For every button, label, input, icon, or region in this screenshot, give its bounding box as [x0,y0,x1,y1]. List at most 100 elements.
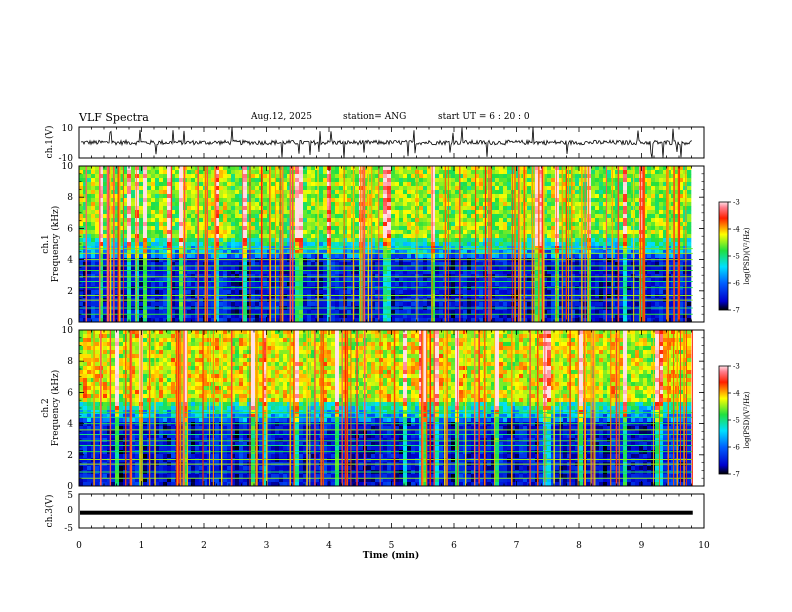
spectrogram-cell [551,218,556,223]
spectrogram-cell [323,302,328,307]
spectrogram-cell [167,250,172,255]
spectrogram-cell [575,186,580,191]
spectrogram-cell [379,246,384,251]
spectrogram-cell [239,246,244,251]
spectrogram-cell [127,254,132,259]
spectrogram-cell [375,310,380,315]
spectrogram-cell [211,254,216,259]
spectrogram-cell [431,246,436,251]
ch1-waveform-panel: 10 -10 ch.1(V) [44,124,705,164]
spectrogram-cell [367,250,372,255]
spectrogram-cell [211,226,216,231]
spectrogram-cell [543,242,548,247]
spectrogram-cell [323,178,328,183]
spectrogram-cell [435,194,440,199]
spectrogram-cell [367,214,372,219]
spectrogram-cell [223,234,228,239]
spectrogram-cell [567,282,572,287]
spectrogram-cell [307,310,312,315]
spectrogram-cell [223,278,228,283]
spectrogram-cell [83,222,88,227]
spectrogram-cell [151,266,156,271]
spectrogram-cell [303,302,308,307]
spectrogram-cell [515,254,520,259]
spectrogram-cell [455,266,460,271]
spectrogram-cell [559,174,564,179]
spectrogram-cell [459,250,464,255]
spectrogram-cell [131,174,136,179]
spectrogram-cell [423,202,428,207]
spectrogram-cell [507,182,512,187]
spectrogram-cell [579,282,584,287]
spectrogram-cell [551,186,556,191]
spectrogram-cell [311,310,316,315]
spectrogram-cell [227,218,232,223]
spectrogram-cell [463,210,468,215]
spectrogram-cell [267,210,272,215]
spectrogram-cell [459,246,464,251]
spectrogram-cell [343,250,348,255]
spectrogram-cell [451,198,456,203]
spectrogram-cell [323,166,328,171]
spectrogram-cell [119,314,124,319]
spectrogram-cell [283,262,288,267]
spectrogram-cell [283,274,288,279]
spectrogram-cell [547,206,552,211]
spectrogram-cell [439,250,444,255]
spectrogram-cell [251,226,256,231]
spectrogram-cell [403,194,408,199]
spectrogram-cell [511,202,516,207]
spectrogram-cell [315,294,320,299]
spectrogram-cell [431,234,436,239]
spectrogram-cell [235,278,240,283]
spectrogram-cell [283,198,288,203]
spectrogram-cell [147,282,152,287]
spectrogram-cell [547,234,552,239]
spectrogram-cell [451,310,456,315]
spectrogram-cell [539,254,544,259]
spectrogram-cell [243,170,248,175]
spectrogram-cell [579,254,584,259]
spectrogram-cell [555,174,560,179]
spectrogram-cell [407,238,412,243]
spectrogram-cell [235,198,240,203]
spectrogram-cell [371,190,376,195]
spectrogram-cell [267,270,272,275]
spectrogram-cell [115,214,120,219]
spectrogram-cell [543,274,548,279]
spectrogram-cell [79,282,84,287]
spectrogram-cell [551,214,556,219]
spectrogram-cell [163,182,168,187]
spectrogram-cell [135,170,140,175]
spectrogram-cell [147,218,152,223]
spectrogram-cell [467,294,472,299]
spectrogram-cell [387,226,392,231]
spectrogram-cell [139,186,144,191]
spectrogram-cell [403,222,408,227]
spectrogram-cell [503,214,508,219]
spectrogram-cell [555,238,560,243]
spectrogram-cell [143,206,148,211]
spectrogram-cell [335,218,340,223]
spectrogram-cell [127,210,132,215]
spectrogram-cell [367,222,372,227]
spectrogram-cell [515,210,520,215]
spectrogram-cell [495,266,500,271]
spectrogram-cell [155,226,160,231]
spectrogram-cell [379,318,384,323]
spectrogram-cell [423,214,428,219]
spectrogram-cell [491,282,496,287]
spectrogram-cell [435,250,440,255]
spectrogram-cell [275,278,280,283]
spectrogram-cell [299,166,304,171]
spectrogram-cell [387,250,392,255]
spectrogram-cell [255,278,260,283]
spectrogram-cell [159,182,164,187]
spectrogram-cell [539,258,544,263]
spectrogram-cell [151,190,156,195]
spectrogram-cell [227,210,232,215]
spectrogram-cell [191,178,196,183]
spectrogram-cell [495,278,500,283]
spectrogram-cell [159,170,164,175]
spectrogram-cell [547,242,552,247]
